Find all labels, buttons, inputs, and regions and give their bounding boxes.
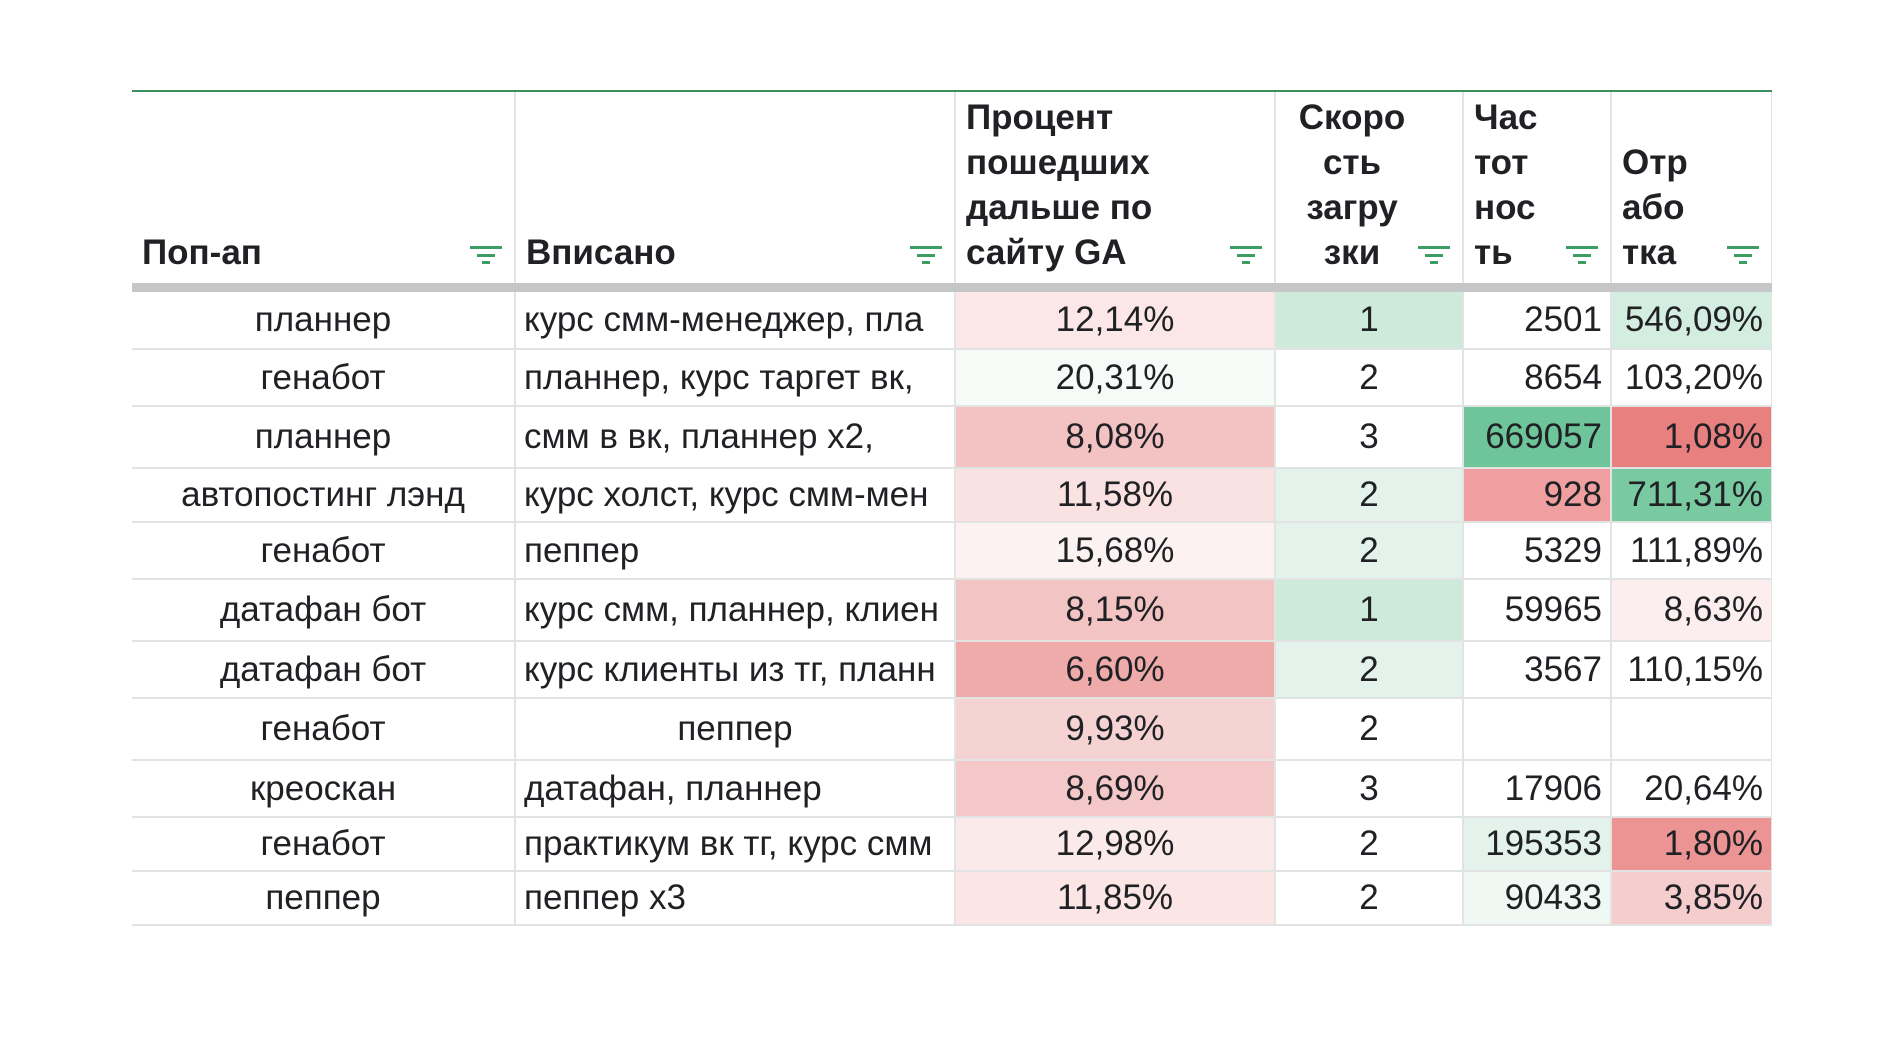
cell-frequency[interactable]: 928 (1463, 468, 1612, 523)
filter-icon[interactable] (470, 245, 502, 265)
column-header-label: Отр або тка (1622, 142, 1688, 272)
cell-workout[interactable]: 1,80% (1611, 817, 1772, 872)
table-row: датафан бот курс клиенты из тг, планн 6,60… (132, 641, 1772, 699)
cell-frequency[interactable]: 3567 (1463, 641, 1612, 699)
cell-pct-ga[interactable]: 12,98% (955, 817, 1276, 872)
cell-speed[interactable]: 2 (1275, 871, 1464, 926)
cell-inscribed[interactable]: курс клиенты из тг, планн (515, 641, 956, 699)
column-header-speed[interactable]: Скоро сть загру зки (1275, 92, 1464, 292)
cell-speed[interactable]: 3 (1275, 406, 1464, 469)
column-header-label: Поп-ап (142, 232, 262, 272)
cell-popup[interactable]: датафан бот (132, 579, 516, 642)
column-header-label: Процент пошедших дальше по сайту GA (966, 97, 1153, 272)
cell-speed[interactable]: 2 (1275, 817, 1464, 872)
cell-pct-ga[interactable]: 11,58% (955, 468, 1276, 523)
cell-popup[interactable]: генабот (132, 817, 516, 872)
cell-inscribed[interactable]: пеппер (515, 698, 956, 761)
cell-workout[interactable]: 3,85% (1611, 871, 1772, 926)
cell-popup[interactable]: пеппер (132, 871, 516, 926)
cell-frequency[interactable] (1463, 698, 1612, 761)
cell-pct-ga[interactable]: 8,08% (955, 406, 1276, 469)
cell-pct-ga[interactable]: 8,15% (955, 579, 1276, 642)
cell-frequency[interactable]: 59965 (1463, 579, 1612, 642)
cell-pct-ga[interactable]: 6,60% (955, 641, 1276, 699)
column-header-label: Скоро сть загру зки (1298, 97, 1406, 272)
cell-popup[interactable]: автопостинг лэнд (132, 468, 516, 523)
filter-icon[interactable] (1566, 245, 1598, 265)
cell-speed[interactable]: 3 (1275, 760, 1464, 818)
cell-speed[interactable]: 1 (1275, 287, 1464, 350)
filter-icon[interactable] (1727, 245, 1759, 265)
column-header-frequency[interactable]: Час тот нос ть (1463, 92, 1612, 292)
cell-speed[interactable]: 2 (1275, 522, 1464, 580)
cell-inscribed[interactable]: курс смм, планнер, клиен (515, 579, 956, 642)
cell-inscribed[interactable]: курс холст, курс смм-мен (515, 468, 956, 523)
cell-speed[interactable]: 1 (1275, 579, 1464, 642)
table-row: креоскан датафан, планнер 8,69% 3 17906 20,64… (132, 760, 1772, 818)
cell-pct-ga[interactable]: 9,93% (955, 698, 1276, 761)
cell-pct-ga[interactable]: 11,85% (955, 871, 1276, 926)
cell-workout[interactable]: 110,15% (1611, 641, 1772, 699)
cell-workout[interactable]: 1,08% (1611, 406, 1772, 469)
column-header-label: Вписано (526, 232, 676, 272)
cell-workout[interactable]: 8,63% (1611, 579, 1772, 642)
column-header-popup[interactable]: Поп-ап (132, 92, 516, 292)
table-row: генабот пеппер 9,93% 2 (132, 698, 1772, 761)
cell-workout[interactable]: 546,09% (1611, 287, 1772, 350)
cell-pct-ga[interactable]: 20,31% (955, 349, 1276, 407)
cell-frequency[interactable]: 669057 (1463, 406, 1612, 469)
cell-speed[interactable]: 2 (1275, 468, 1464, 523)
column-header-workout[interactable]: Отр або тка (1611, 92, 1772, 292)
table-row: планнер смм в вк, планнер х2, 8,08% 3 669057… (132, 406, 1772, 469)
table-body: планнер курс смм-менеджер, пла 12,14% 1 2501… (132, 287, 1772, 926)
cell-inscribed[interactable]: пеппер х3 (515, 871, 956, 926)
cell-popup[interactable]: генабот (132, 349, 516, 407)
cell-workout[interactable]: 103,20% (1611, 349, 1772, 407)
cell-inscribed[interactable]: планнер, курс таргет вк, (515, 349, 956, 407)
cell-inscribed[interactable]: датафан, планнер (515, 760, 956, 818)
table-row: генабот практикум вк тг, курс смм 12,98% 2 1… (132, 817, 1772, 872)
cell-popup[interactable]: планнер (132, 406, 516, 469)
table-row: датафан бот курс смм, планнер, клиен 8,15%… (132, 579, 1772, 642)
cell-workout[interactable] (1611, 698, 1772, 761)
cell-speed[interactable]: 2 (1275, 698, 1464, 761)
cell-frequency[interactable]: 8654 (1463, 349, 1612, 407)
cell-frequency[interactable]: 17906 (1463, 760, 1612, 818)
cell-workout[interactable]: 111,89% (1611, 522, 1772, 580)
table-row: пеппер пеппер х3 11,85% 2 90433 3,85% (132, 871, 1772, 926)
cell-pct-ga[interactable]: 8,69% (955, 760, 1276, 818)
filter-icon[interactable] (910, 245, 942, 265)
cell-popup[interactable]: планнер (132, 287, 516, 350)
spreadsheet-grid: Поп-ап Вписано Процент пошедших дальше п… (132, 90, 1772, 980)
filter-icon[interactable] (1230, 245, 1262, 265)
cell-popup[interactable]: генабот (132, 698, 516, 761)
cell-popup[interactable]: генабот (132, 522, 516, 580)
cell-inscribed[interactable]: практикум вк тг, курс смм (515, 817, 956, 872)
cell-pct-ga[interactable]: 15,68% (955, 522, 1276, 580)
cell-frequency[interactable]: 2501 (1463, 287, 1612, 350)
table-row: планнер курс смм-менеджер, пла 12,14% 1 2501… (132, 287, 1772, 350)
cell-frequency[interactable]: 5329 (1463, 522, 1612, 580)
table-row: автопостинг лэнд курс холст, курс смм-мен… (132, 468, 1772, 523)
cell-inscribed[interactable]: курс смм-менеджер, пла (515, 287, 956, 350)
column-header-label: Час тот нос ть (1474, 97, 1538, 272)
column-header-inscribed[interactable]: Вписано (515, 92, 956, 292)
cell-inscribed[interactable]: смм в вк, планнер х2, (515, 406, 956, 469)
cell-frequency[interactable]: 195353 (1463, 817, 1612, 872)
cell-workout[interactable]: 20,64% (1611, 760, 1772, 818)
cell-pct-ga[interactable]: 12,14% (955, 287, 1276, 350)
table-row: генабот пеппер 15,68% 2 5329 111,89% (132, 522, 1772, 580)
cell-popup[interactable]: датафан бот (132, 641, 516, 699)
cell-speed[interactable]: 2 (1275, 349, 1464, 407)
cell-inscribed[interactable]: пеппер (515, 522, 956, 580)
cell-frequency[interactable]: 90433 (1463, 871, 1612, 926)
cell-popup[interactable]: креоскан (132, 760, 516, 818)
cell-workout[interactable]: 711,31% (1611, 468, 1772, 523)
column-header-pct-ga[interactable]: Процент пошедших дальше по сайту GA (955, 92, 1276, 292)
table-row: генабот планнер, курс таргет вк, 20,31% 2 8… (132, 349, 1772, 407)
filter-icon[interactable] (1418, 245, 1450, 265)
cell-speed[interactable]: 2 (1275, 641, 1464, 699)
data-table: Поп-ап Вписано Процент пошедших дальше п… (132, 92, 1772, 926)
header-row: Поп-ап Вписано Процент пошедших дальше п… (132, 92, 1772, 292)
